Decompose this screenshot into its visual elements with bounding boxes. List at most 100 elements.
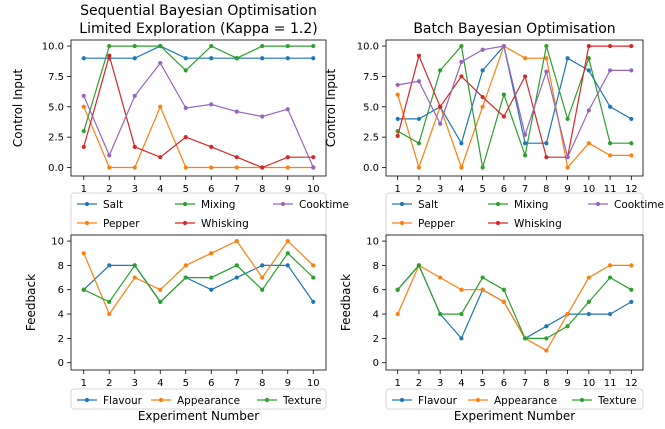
data-point-salt: [480, 68, 485, 73]
data-point-mixing: [544, 43, 549, 49]
data-point-pepper: [523, 56, 528, 61]
y-axis-label: Feedback: [24, 274, 38, 331]
data-point-mixing: [416, 141, 422, 146]
y-tick-label: 4: [373, 310, 379, 321]
x-tick-label: 2: [416, 378, 422, 389]
x-tick-label: 8: [259, 378, 265, 389]
data-point-appearance: [607, 263, 613, 268]
data-point-pepper: [107, 165, 112, 170]
legend-box: [385, 388, 644, 410]
data-point-texture: [501, 287, 506, 292]
legend-marker: [399, 201, 405, 207]
data-point-cooktime: [607, 68, 613, 73]
series-line-mixing: [397, 44, 632, 168]
data-point-appearance: [260, 275, 265, 280]
legend-item-pepper: Pepper: [77, 218, 140, 230]
x-tick-label: 4: [157, 184, 163, 195]
y-tick-label: 10: [51, 237, 64, 248]
series-line-texture: [83, 252, 314, 303]
chart-seq-control: Sequential Bayesian Optimisation Limited …: [11, 3, 349, 236]
y-tick-label: 8: [373, 261, 379, 272]
data-point-flavour: [459, 336, 464, 341]
data-point-flavour: [629, 299, 634, 304]
data-point-whisking: [81, 144, 86, 149]
data-point-texture: [523, 336, 528, 341]
x-tick-label: 7: [522, 184, 528, 195]
legend-label: Whisking: [514, 218, 562, 230]
data-point-appearance: [81, 251, 86, 256]
data-point-pepper: [158, 104, 163, 109]
y-tick-label: 10.0: [42, 42, 64, 53]
legend-marker: [280, 201, 286, 207]
data-point-texture: [158, 299, 163, 304]
data-point-mixing: [311, 43, 316, 49]
data-point-cooktime: [565, 155, 570, 160]
data-point-salt: [523, 141, 528, 146]
y-axis-label: Control Input: [11, 69, 25, 148]
series-appearance: [81, 238, 316, 317]
y-tick-label: 0: [58, 358, 64, 369]
legend-item-whisking: Whisking: [175, 218, 249, 230]
data-point-flavour: [586, 311, 591, 317]
y-tick-label: 7.5: [48, 72, 64, 83]
series-cooktime: [395, 43, 634, 160]
data-point-cooktime: [132, 93, 137, 98]
data-point-texture: [544, 336, 549, 341]
data-point-mixing: [607, 141, 613, 146]
legend-marker: [495, 201, 501, 207]
data-point-whisking: [107, 53, 112, 58]
x-tick-label: 7: [234, 378, 240, 389]
x-axis-label: Experiment Number: [454, 409, 575, 423]
data-point-flavour: [311, 299, 316, 304]
legend-item-pepper: Pepper: [392, 218, 455, 230]
y-tick-label: 0.0: [363, 163, 379, 174]
data-point-pepper: [234, 165, 239, 170]
x-tick-label: 3: [437, 184, 443, 195]
y-tick-label: 7.5: [363, 72, 379, 83]
series-line-appearance: [397, 264, 632, 352]
x-tick-label: 1: [394, 184, 400, 195]
legend-label: Pepper: [418, 218, 455, 230]
x-tick-label: 6: [208, 184, 214, 195]
y-axis-label: Control Input: [324, 69, 338, 148]
y-tick-label: 6: [58, 285, 64, 296]
x-tick-label: 6: [501, 184, 507, 195]
series-cooktime: [81, 60, 316, 170]
x-tick-label: 5: [479, 378, 485, 389]
data-point-cooktime: [395, 82, 400, 88]
data-point-flavour: [209, 287, 214, 292]
data-point-salt: [607, 104, 613, 109]
data-point-appearance: [629, 263, 634, 268]
data-point-whisking: [158, 155, 163, 160]
legend-item-flavour: Flavour: [77, 395, 143, 407]
data-point-mixing: [565, 116, 570, 122]
legend-marker: [182, 220, 188, 226]
data-point-salt: [544, 141, 549, 146]
data-point-appearance: [438, 275, 443, 280]
legend-item-flavour: Flavour: [392, 395, 458, 407]
legend-label: Whisking: [201, 218, 249, 230]
data-point-pepper: [395, 92, 400, 97]
data-point-appearance: [586, 275, 591, 280]
data-point-cooktime: [311, 165, 316, 170]
data-point-cooktime: [416, 79, 422, 84]
legend-item-texture: Texture: [572, 395, 636, 407]
x-tick-label: 10: [307, 378, 320, 389]
data-point-whisking: [183, 135, 188, 140]
y-tick-label: 2: [373, 334, 379, 345]
data-point-whisking: [523, 74, 528, 79]
chart-seq-feedback: 1 2 3 4 5 6 7 8 9 10 0 2 4 6 8 10 Feedback Experiment Num…: [24, 234, 327, 423]
data-point-salt: [416, 116, 422, 122]
data-point-cooktime: [480, 47, 485, 52]
data-point-salt: [209, 56, 214, 61]
series-line-cooktime: [83, 62, 314, 168]
data-point-appearance: [183, 263, 188, 268]
data-point-cooktime: [209, 102, 214, 107]
data-point-appearance: [395, 311, 400, 317]
x-tick-label: 2: [106, 378, 112, 389]
series-line-flavour: [397, 264, 632, 340]
y-tick-label: 2.5: [48, 133, 64, 144]
legend-item-appearance: Appearance: [468, 395, 557, 407]
legend-marker: [264, 397, 270, 403]
